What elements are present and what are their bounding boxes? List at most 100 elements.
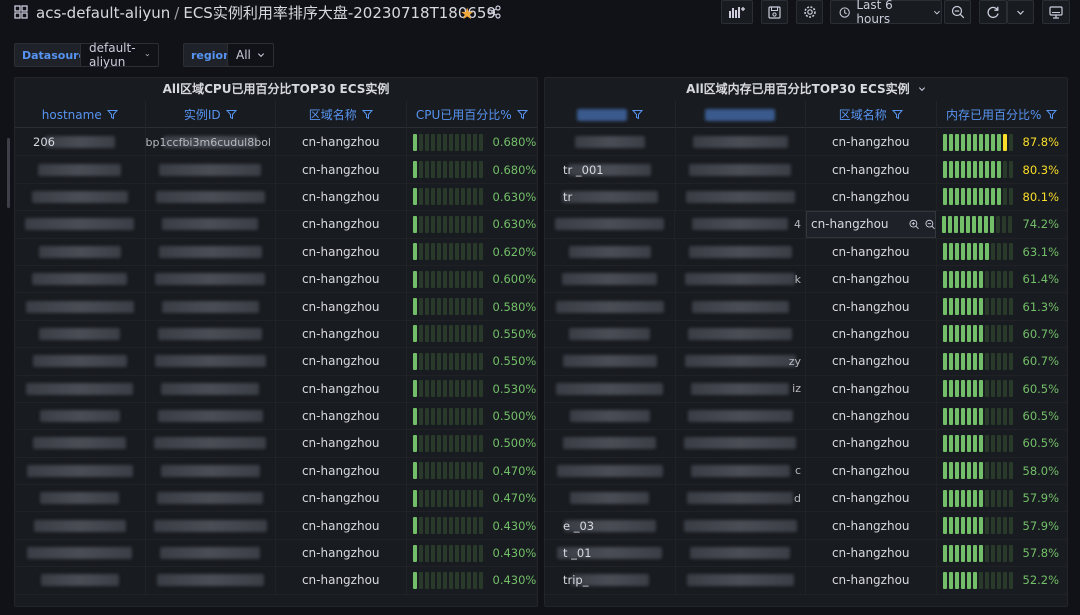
- instance-id-cell[interactable]: [676, 430, 806, 457]
- instance-id-cell[interactable]: [676, 567, 806, 594]
- hostname-cell[interactable]: t _01: [545, 539, 676, 567]
- region-cell[interactable]: cn-hangzhou: [276, 430, 407, 457]
- region-cell[interactable]: cn-hangzhou: [806, 512, 937, 539]
- region-cell[interactable]: cn-hangzhou: [806, 129, 937, 156]
- instance-id-cell[interactable]: [146, 457, 276, 485]
- instance-id-cell[interactable]: [146, 265, 276, 293]
- table-row[interactable]: cn-hangzhou 0.620%: [15, 238, 537, 266]
- cycle-view-mode-button[interactable]: [1042, 0, 1070, 24]
- region-cell[interactable]: cn-hangzhou: [805, 211, 937, 238]
- hostname-cell[interactable]: [545, 129, 676, 156]
- table-row[interactable]: tr _001 cn-hangzhou 80.3%: [545, 156, 1067, 184]
- region-cell[interactable]: cn-hangzhou: [806, 238, 937, 265]
- instance-id-cell[interactable]: iz: [676, 375, 806, 402]
- hostname-cell[interactable]: [545, 293, 676, 320]
- save-dashboard-button[interactable]: [761, 0, 788, 24]
- instance-id-cell[interactable]: [146, 485, 276, 512]
- instance-id-cell[interactable]: [676, 293, 806, 320]
- hostname-cell[interactable]: [545, 320, 676, 348]
- column-header-memory-percent[interactable]: 内存已用百分比%: [937, 101, 1068, 128]
- region-cell[interactable]: cn-hangzhou: [276, 156, 407, 183]
- datasource-select[interactable]: default-aliyun: [80, 41, 159, 69]
- region-cell[interactable]: cn-hangzhou: [276, 183, 407, 211]
- instance-id-cell[interactable]: [676, 539, 806, 567]
- instance-id-cell[interactable]: [146, 156, 276, 183]
- filter-icon[interactable]: [891, 109, 903, 120]
- time-range-picker[interactable]: Last 6 hours: [830, 0, 942, 26]
- dashboard-title[interactable]: ECS实例利用率排序大盘-20230718T180659: [183, 4, 497, 22]
- table-row[interactable]: cn-hangzhou 0.500%: [15, 402, 537, 431]
- region-cell[interactable]: cn-hangzhou: [276, 238, 407, 265]
- instance-id-cell[interactable]: d: [676, 485, 806, 512]
- table-row[interactable]: cn-hangzhou 0.680%: [15, 156, 537, 184]
- instance-id-cell[interactable]: [676, 512, 806, 539]
- region-cell[interactable]: cn-hangzhou: [276, 375, 407, 402]
- refresh-interval-dropdown[interactable]: [1007, 0, 1034, 24]
- hostname-cell[interactable]: [545, 430, 676, 457]
- table-row[interactable]: cn-hangzhou 60.5%: [545, 430, 1067, 458]
- column-header-cpu-percent[interactable]: CPU已用百分比%: [407, 101, 538, 128]
- table-row[interactable]: cn-hangzhou 0.430%: [15, 512, 537, 540]
- hostname-cell[interactable]: [15, 375, 146, 402]
- hostname-cell[interactable]: 206: [15, 129, 146, 156]
- hostname-cell[interactable]: [545, 348, 676, 375]
- instance-id-cell[interactable]: [146, 293, 276, 320]
- region-cell[interactable]: cn-hangzhou: [806, 183, 937, 211]
- column-header-region[interactable]: 区域名称: [806, 101, 937, 128]
- table-row[interactable]: cn-hangzhou 0.630%: [15, 183, 537, 212]
- hostname-cell[interactable]: [15, 539, 146, 567]
- hostname-cell[interactable]: [15, 238, 146, 265]
- hostname-cell[interactable]: [545, 238, 676, 265]
- table-row[interactable]: t _01 cn-hangzhou 57.8%: [545, 539, 1067, 568]
- instance-id-cell[interactable]: [146, 567, 276, 594]
- region-cell[interactable]: cn-hangzhou: [276, 265, 407, 293]
- instance-id-cell[interactable]: [676, 402, 806, 430]
- table-row[interactable]: iz cn-hangzhou 60.5%: [545, 375, 1067, 403]
- region-cell[interactable]: cn-hangzhou: [276, 567, 407, 594]
- instance-id-cell[interactable]: zy: [676, 348, 806, 375]
- hostname-cell[interactable]: [545, 211, 676, 238]
- hostname-cell[interactable]: [545, 485, 676, 512]
- region-cell[interactable]: cn-hangzhou: [276, 293, 407, 320]
- hostname-cell[interactable]: [15, 402, 146, 430]
- region-cell[interactable]: cn-hangzhou: [276, 485, 407, 512]
- hostname-cell[interactable]: [15, 567, 146, 594]
- table-row[interactable]: cn-hangzhou 0.500%: [15, 430, 537, 458]
- hostname-cell[interactable]: tr: [545, 183, 676, 211]
- instance-id-cell[interactable]: [146, 512, 276, 539]
- region-cell[interactable]: cn-hangzhou: [276, 512, 407, 539]
- hostname-cell[interactable]: tr _001: [545, 156, 676, 183]
- table-row[interactable]: tr cn-hangzhou 80.1%: [545, 183, 1067, 212]
- region-cell[interactable]: cn-hangzhou: [276, 348, 407, 375]
- instance-id-cell[interactable]: [146, 320, 276, 348]
- table-row[interactable]: cn-hangzhou 61.3%: [545, 293, 1067, 321]
- table-row[interactable]: cn-hangzhou 0.580%: [15, 293, 537, 321]
- hostname-cell[interactable]: [15, 320, 146, 348]
- share-icon[interactable]: [487, 5, 501, 19]
- region-cell[interactable]: cn-hangzhou: [276, 129, 407, 156]
- region-cell[interactable]: cn-hangzhou: [806, 485, 937, 512]
- table-row[interactable]: cn-hangzhou 0.470%: [15, 457, 537, 486]
- table-row[interactable]: 206 i-bp1ccfbi3m6cudul8bol cn-hangzhou 0.68…: [15, 129, 537, 157]
- table-row[interactable]: cn-hangzhou 63.1%: [545, 238, 1067, 266]
- add-panel-button[interactable]: [721, 0, 753, 24]
- column-header-instance-id[interactable]: 实例ID: [146, 101, 276, 128]
- region-cell[interactable]: cn-hangzhou: [806, 320, 937, 348]
- table-row[interactable]: trip_ cn-hangzhou 52.2%: [545, 567, 1067, 595]
- table-row[interactable]: cn-hangzhou 0.550%: [15, 320, 537, 349]
- panel-title[interactable]: All区域CPU已用百分比TOP30 ECS实例: [162, 82, 390, 96]
- hostname-cell[interactable]: [15, 183, 146, 211]
- hostname-cell[interactable]: [15, 348, 146, 375]
- panel-title[interactable]: All区域内存已用百分比TOP30 ECS实例: [545, 78, 1067, 100]
- table-row[interactable]: cn-hangzhou 0.530%: [15, 375, 537, 403]
- table-row[interactable]: cn-hangzhou 0.430%: [15, 539, 537, 568]
- filter-out-value-icon[interactable]: [925, 219, 935, 230]
- instance-id-cell[interactable]: [146, 402, 276, 430]
- table-row[interactable]: cn-hangzhou 60.5%: [545, 402, 1067, 431]
- instance-id-cell[interactable]: [146, 539, 276, 567]
- table-row[interactable]: cn-hangzhou 87.8%: [545, 129, 1067, 157]
- instance-id-cell[interactable]: [146, 211, 276, 238]
- hostname-cell[interactable]: e _03: [545, 512, 676, 539]
- table-row[interactable]: cn-hangzhou 0.470%: [15, 485, 537, 513]
- instance-id-cell[interactable]: [676, 129, 806, 156]
